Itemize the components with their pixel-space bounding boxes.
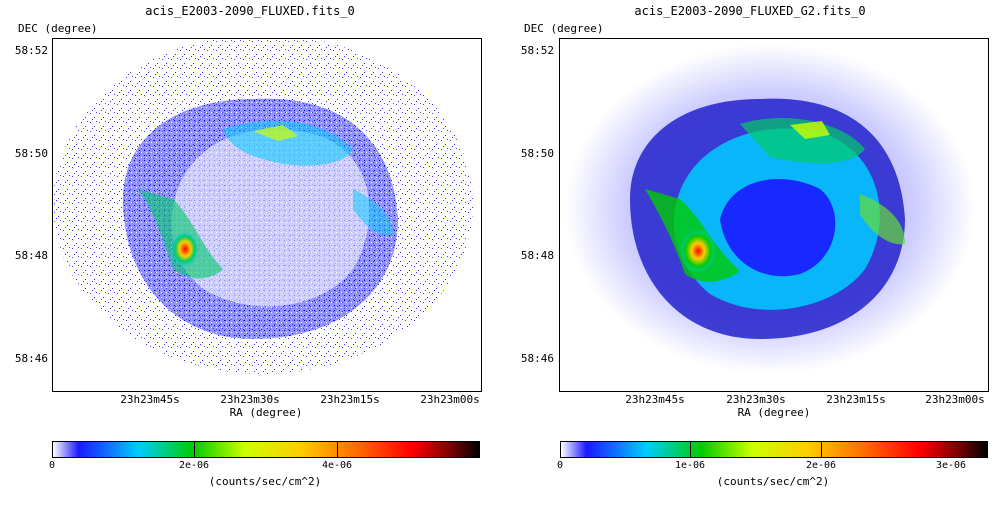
left-ytick: 58:50	[14, 147, 48, 160]
left-colorbar-tick: 0	[48, 460, 56, 471]
right-colorbar-tick: 1e-06	[674, 460, 706, 471]
right-colorbar-tick: 3e-06	[935, 460, 967, 471]
right-colorbar-units: (counts/sec/cm^2)	[716, 475, 830, 488]
left-xtick: 23h23m00s	[420, 393, 480, 406]
left-image-panel: acis_E2003-2090_FLUXED.fits_0 DEC (degre…	[14, 4, 482, 488]
right-xtick: 23h23m45s	[625, 393, 685, 406]
left-colorbar	[52, 441, 480, 458]
left-colorbar-units: (counts/sec/cm^2)	[208, 475, 322, 488]
left-xtick: 23h23m15s	[320, 393, 380, 406]
right-image-panel: acis_E2003-2090_FLUXED_G2.fits_0 DEC (de…	[500, 0, 1000, 511]
left-colorbar-divider	[194, 441, 195, 458]
right-colorbar	[560, 441, 988, 458]
right-colorbar-divider	[821, 441, 822, 458]
right-xtick: 23h23m30s	[726, 393, 786, 406]
left-colorbar-tick: 4e-06	[321, 460, 353, 471]
left-xray-image	[53, 39, 473, 374]
left-colorbar-divider	[337, 441, 338, 458]
left-colorbar-tick: 2e-06	[178, 460, 210, 471]
right-image-canvas[interactable]	[559, 38, 989, 392]
left-yaxis-label: DEC (degree)	[18, 22, 98, 35]
right-ytick: 58:52	[520, 44, 554, 57]
right-colorbar-tick: 2e-06	[805, 460, 837, 471]
left-xaxis-label: RA (degree)	[229, 406, 303, 419]
right-xtick: 23h23m15s	[826, 393, 886, 406]
right-ytick: 58:48	[520, 249, 554, 262]
left-xtick: 23h23m30s	[220, 393, 280, 406]
right-ytick: 58:46	[520, 352, 554, 365]
right-image-title: acis_E2003-2090_FLUXED_G2.fits_0	[634, 4, 866, 18]
left-xtick: 23h23m45s	[120, 393, 180, 406]
right-smoothed-image	[565, 44, 975, 374]
right-colorbar-tick: 0	[556, 460, 564, 471]
left-ytick: 58:52	[14, 44, 48, 57]
right-colorbar-divider	[690, 441, 691, 458]
left-ytick: 58:48	[14, 249, 48, 262]
right-xtick: 23h23m00s	[925, 393, 985, 406]
left-image-title: acis_E2003-2090_FLUXED.fits_0	[145, 4, 355, 18]
left-image-canvas[interactable]	[52, 38, 482, 392]
right-yaxis-label: DEC (degree)	[524, 22, 604, 35]
left-ytick: 58:46	[14, 352, 48, 365]
right-xaxis-label: RA (degree)	[737, 406, 811, 419]
right-ytick: 58:50	[520, 147, 554, 160]
